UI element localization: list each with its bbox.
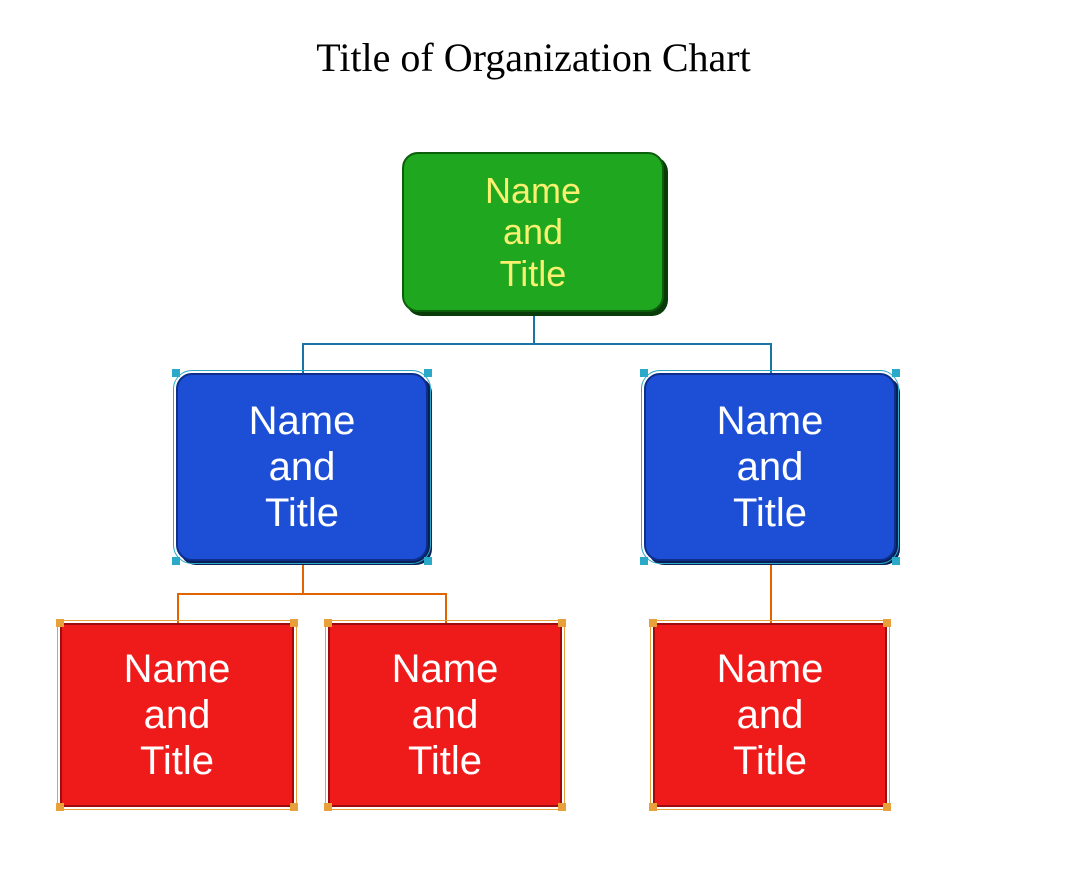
selection-handle[interactable] [324,619,332,627]
org-node-text-line: Name [124,646,231,692]
org-node-text-line: and [737,692,804,738]
connector-ml-drop-b [445,593,447,623]
selection-handle[interactable] [883,803,891,811]
selection-handle[interactable] [892,557,900,565]
org-node-text-line: and [503,211,563,252]
org-node-mid-right[interactable]: Name and Title [644,373,896,561]
selection-handle[interactable] [290,803,298,811]
connector-root-drop-l [302,343,304,373]
selection-handle[interactable] [424,369,432,377]
org-node-text-line: Title [265,490,339,536]
org-node-text-line: Name [485,170,581,211]
org-chart-stage: Title of Organization Chart Name and Tit… [0,0,1067,896]
selection-handle[interactable] [290,619,298,627]
connector-ml-trunk [302,561,304,593]
selection-handle[interactable] [640,557,648,565]
selection-handle[interactable] [558,619,566,627]
org-node-text-line: Name [717,398,824,444]
org-node-text-line: Title [140,738,214,784]
connector-root-bus [302,343,770,345]
org-node-text-line: and [269,444,336,490]
org-node-mid-left[interactable]: Name and Title [176,373,428,561]
selection-handle[interactable] [649,803,657,811]
chart-title: Title of Organization Chart [0,34,1067,81]
org-node-text-line: Title [733,738,807,784]
selection-handle[interactable] [424,557,432,565]
selection-handle[interactable] [892,369,900,377]
org-node-text-line: Title [733,490,807,536]
org-node-text-line: Title [408,738,482,784]
selection-handle[interactable] [324,803,332,811]
connector-ml-bus [177,593,445,595]
selection-handle[interactable] [649,619,657,627]
selection-handle[interactable] [56,803,64,811]
connector-ml-drop-a [177,593,179,623]
selection-handle[interactable] [172,369,180,377]
org-node-text-line: Title [500,253,567,294]
org-node-leaf-a[interactable]: Name and Title [60,623,294,807]
selection-handle[interactable] [640,369,648,377]
org-node-root[interactable]: Name and Title [402,152,664,312]
selection-handle[interactable] [56,619,64,627]
connector-root-drop-r [770,343,772,373]
connector-root-trunk [533,307,535,343]
org-node-leaf-c[interactable]: Name and Title [653,623,887,807]
org-node-text-line: and [737,444,804,490]
selection-handle[interactable] [172,557,180,565]
org-node-text-line: and [412,692,479,738]
connector-mr-drop [770,561,772,623]
org-node-text-line: Name [717,646,824,692]
org-node-text-line: Name [392,646,499,692]
org-node-text-line: Name [249,398,356,444]
selection-handle[interactable] [883,619,891,627]
org-node-text-line: and [144,692,211,738]
org-node-leaf-b[interactable]: Name and Title [328,623,562,807]
selection-handle[interactable] [558,803,566,811]
